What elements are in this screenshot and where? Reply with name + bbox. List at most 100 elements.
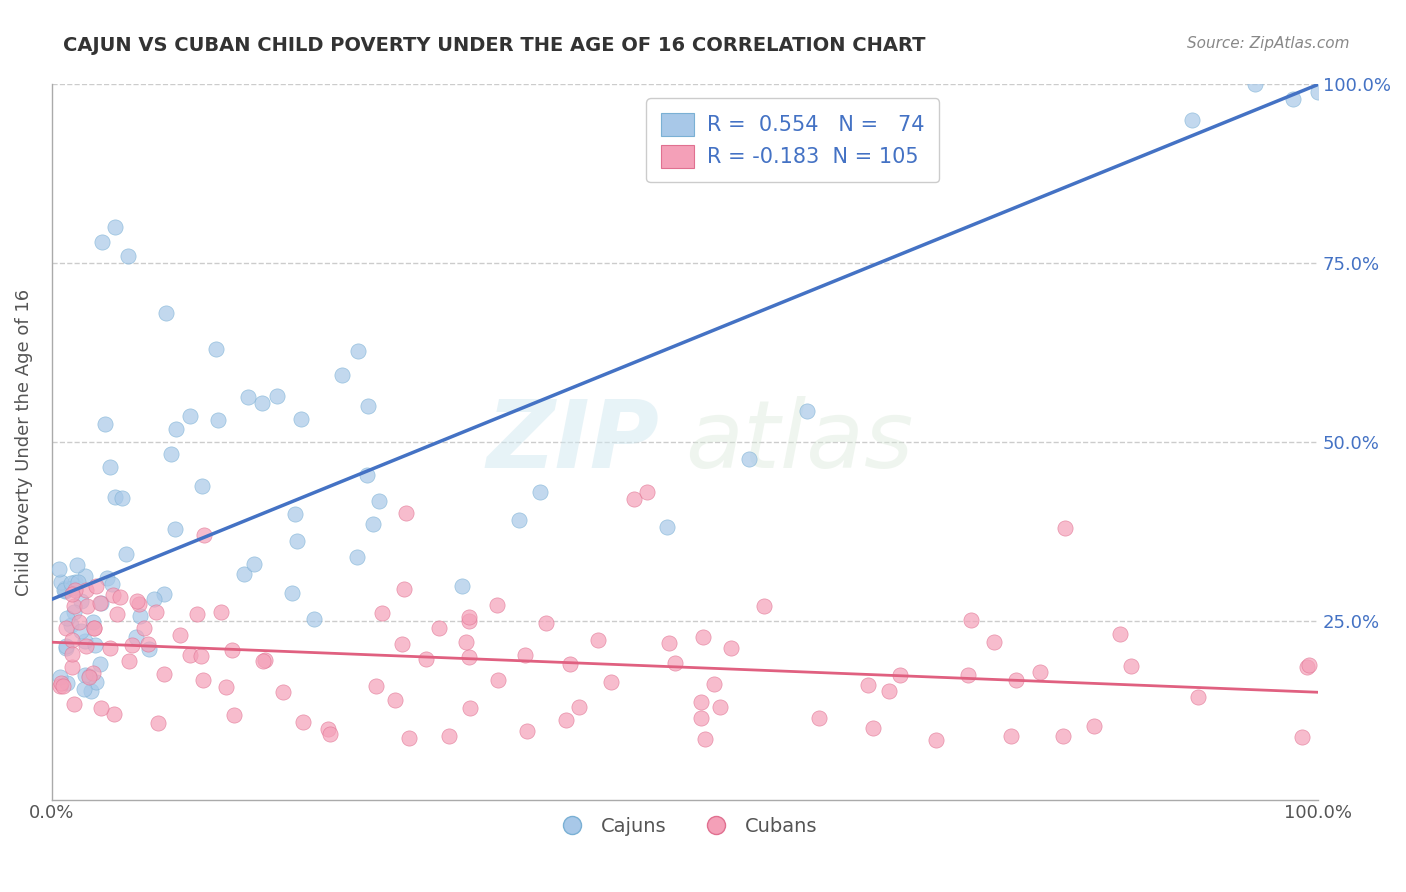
Point <box>94 417 117 431</box>
Point <box>236 390 259 404</box>
Point <box>889 667 911 681</box>
Point <box>67 615 90 629</box>
Point <box>394 582 416 596</box>
Point <box>207 412 229 426</box>
Point <box>357 399 380 413</box>
Point <box>165 422 187 436</box>
Point <box>128 597 150 611</box>
Point <box>427 621 450 635</box>
Point <box>485 598 508 612</box>
Point <box>655 520 678 534</box>
Text: atlas: atlas <box>685 396 912 488</box>
Point <box>364 679 387 693</box>
Point <box>86 579 108 593</box>
Point <box>738 452 761 467</box>
Point <box>56 610 79 624</box>
Point <box>1298 658 1320 673</box>
Point <box>205 342 228 356</box>
Point <box>103 707 125 722</box>
Point <box>330 368 353 382</box>
Point <box>60 587 83 601</box>
Point <box>49 679 72 693</box>
Point <box>720 640 742 655</box>
Point <box>179 409 201 423</box>
Point <box>79 669 101 683</box>
Point <box>395 507 418 521</box>
Point <box>63 605 86 619</box>
Point <box>49 675 72 690</box>
Point <box>692 630 714 644</box>
Point <box>145 605 167 619</box>
Point <box>82 615 104 629</box>
Point <box>75 582 97 597</box>
Text: ZIP: ZIP <box>486 396 659 488</box>
Point <box>983 634 1005 648</box>
Point <box>75 668 97 682</box>
Point <box>221 643 243 657</box>
Point <box>114 547 136 561</box>
Point <box>89 657 111 671</box>
Point <box>90 596 112 610</box>
Point <box>100 577 122 591</box>
Point <box>82 665 104 680</box>
Point <box>209 605 232 619</box>
Point <box>62 660 84 674</box>
Point <box>63 697 86 711</box>
Point <box>458 614 481 628</box>
Point <box>391 637 413 651</box>
Point <box>49 574 72 589</box>
Point <box>83 621 105 635</box>
Point <box>1281 92 1303 106</box>
Point <box>513 648 536 662</box>
Point <box>319 727 342 741</box>
Point <box>384 692 406 706</box>
Point <box>437 730 460 744</box>
Point <box>104 490 127 504</box>
Point <box>48 562 70 576</box>
Point <box>104 220 127 235</box>
Point <box>56 676 79 690</box>
Point <box>138 641 160 656</box>
Point <box>796 404 818 418</box>
Point <box>125 630 148 644</box>
Point <box>1243 78 1265 92</box>
Point <box>75 640 97 654</box>
Point <box>53 583 76 598</box>
Point <box>361 517 384 532</box>
Point <box>636 485 658 500</box>
Point <box>291 715 314 730</box>
Point <box>690 710 713 724</box>
Point <box>693 731 716 746</box>
Point <box>458 610 481 624</box>
Point <box>193 528 215 542</box>
Point <box>856 678 879 692</box>
Point <box>458 701 481 715</box>
Point <box>956 667 979 681</box>
Point <box>254 653 277 667</box>
Point <box>752 599 775 613</box>
Point <box>191 673 214 687</box>
Point <box>252 395 274 409</box>
Point <box>356 467 378 482</box>
Point <box>79 684 101 698</box>
Point <box>271 684 294 698</box>
Point <box>55 622 77 636</box>
Point <box>73 568 96 582</box>
Point <box>451 579 474 593</box>
Point <box>52 679 75 693</box>
Point <box>191 479 214 493</box>
Point <box>117 249 139 263</box>
Point <box>153 667 176 681</box>
Point <box>179 648 201 662</box>
Point <box>703 677 725 691</box>
Point <box>398 731 420 745</box>
Point <box>252 654 274 668</box>
Point <box>98 460 121 475</box>
Point <box>600 675 623 690</box>
Point <box>169 628 191 642</box>
Point <box>623 492 645 507</box>
Point <box>316 722 339 736</box>
Point <box>1029 665 1052 679</box>
Point <box>1000 729 1022 743</box>
Point <box>529 485 551 500</box>
